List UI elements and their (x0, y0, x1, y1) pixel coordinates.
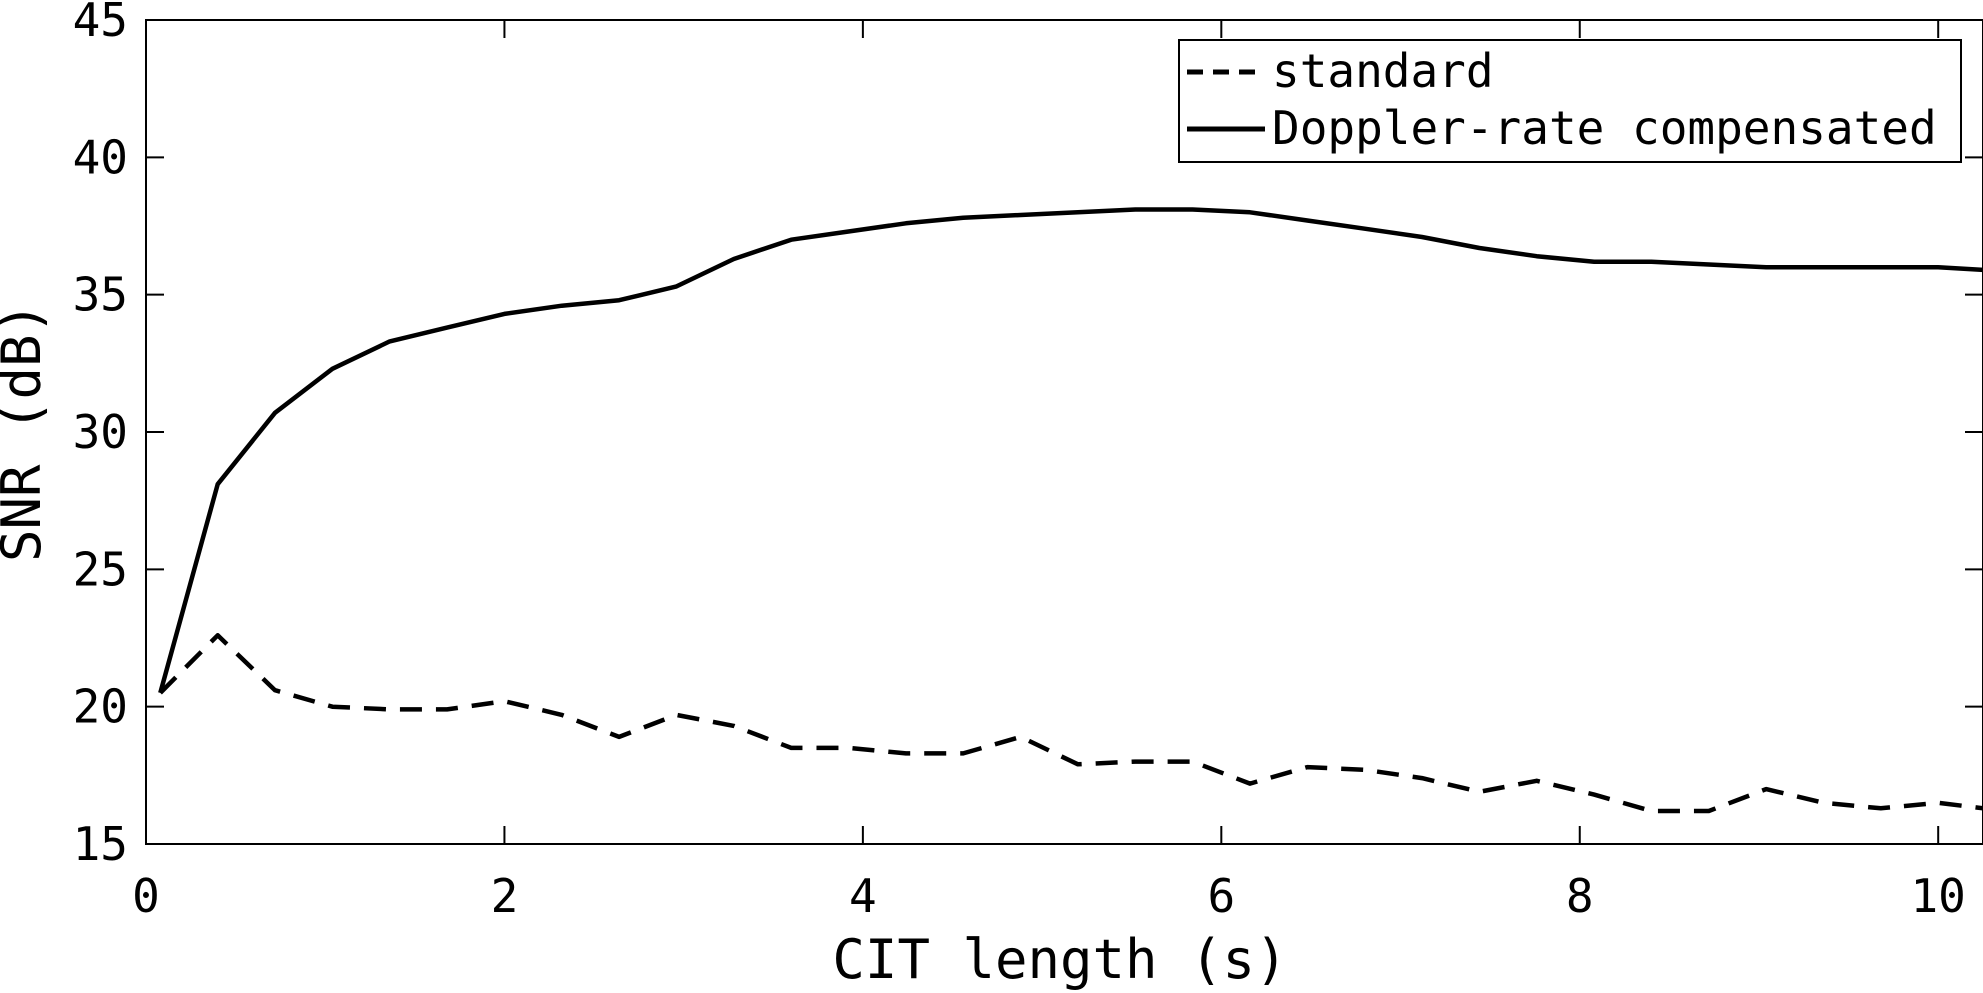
axis-ticks: 0 2 4 6 8 10 15 20 25 30 35 40 45 (73, 0, 1983, 923)
legend-label-standard: standard (1272, 44, 1494, 98)
legend: standard Doppler-rate compensated (1178, 39, 1962, 163)
y-tick-label: 45 (73, 0, 128, 47)
x-tick-label: 2 (491, 869, 519, 923)
series-line-doppler-rate-compensated (158, 207, 1983, 694)
y-tick-label: 30 (73, 405, 128, 459)
legend-box (1178, 39, 1962, 163)
legend-label-doppler: Doppler-rate compensated (1272, 101, 1937, 155)
y-tick-label: 15 (73, 817, 128, 871)
y-tick-label: 35 (73, 268, 128, 322)
y-tick-label: 20 (73, 680, 128, 734)
series-line-standard (158, 633, 1983, 814)
x-tick-label: 0 (132, 869, 160, 923)
x-tick-label: 8 (1566, 869, 1594, 923)
x-axis-label: CIT length (s) (832, 928, 1287, 991)
series-layer (158, 207, 1983, 814)
x-tick-label: 6 (1207, 869, 1235, 923)
y-axis-label: SNR (dB) (0, 302, 53, 562)
y-tick-label: 25 (73, 542, 128, 596)
y-tick-label: 40 (73, 130, 128, 184)
x-tick-label: 4 (849, 869, 877, 923)
x-tick-label: 10 (1910, 869, 1965, 923)
